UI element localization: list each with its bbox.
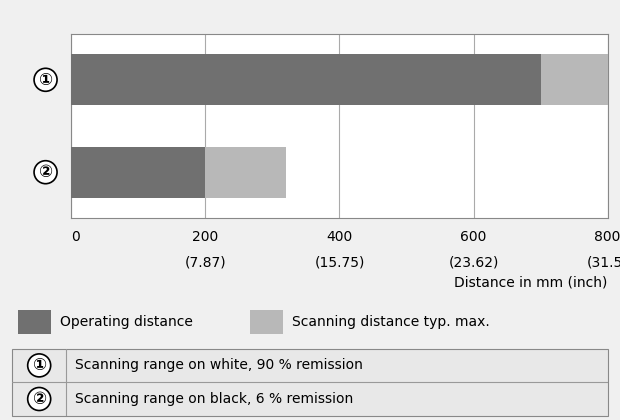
Text: Scanning range on black, 6 % remission: Scanning range on black, 6 % remission <box>75 392 353 406</box>
Text: 600: 600 <box>460 230 487 244</box>
Text: ②: ② <box>32 390 46 408</box>
Text: 0: 0 <box>71 230 80 244</box>
Text: (15.75): (15.75) <box>314 256 365 270</box>
Text: (7.87): (7.87) <box>185 256 226 270</box>
Text: 200: 200 <box>192 230 218 244</box>
Text: Scanning range on white, 90 % remission: Scanning range on white, 90 % remission <box>75 358 363 373</box>
Text: ①: ① <box>38 71 53 89</box>
Text: ①: ① <box>32 357 46 374</box>
Bar <box>250 310 283 334</box>
Text: 400: 400 <box>326 230 353 244</box>
Bar <box>205 147 286 198</box>
Text: (23.62): (23.62) <box>448 256 498 270</box>
Text: Operating distance: Operating distance <box>60 315 193 329</box>
Text: Scanning distance typ. max.: Scanning distance typ. max. <box>292 315 490 329</box>
Bar <box>71 147 205 198</box>
Bar <box>71 55 541 105</box>
Text: Distance in mm (inch): Distance in mm (inch) <box>454 276 608 290</box>
Text: (31.5): (31.5) <box>587 256 620 270</box>
Text: 800: 800 <box>595 230 620 244</box>
Bar <box>19 310 51 334</box>
Bar <box>541 55 608 105</box>
Text: ②: ② <box>38 163 53 181</box>
